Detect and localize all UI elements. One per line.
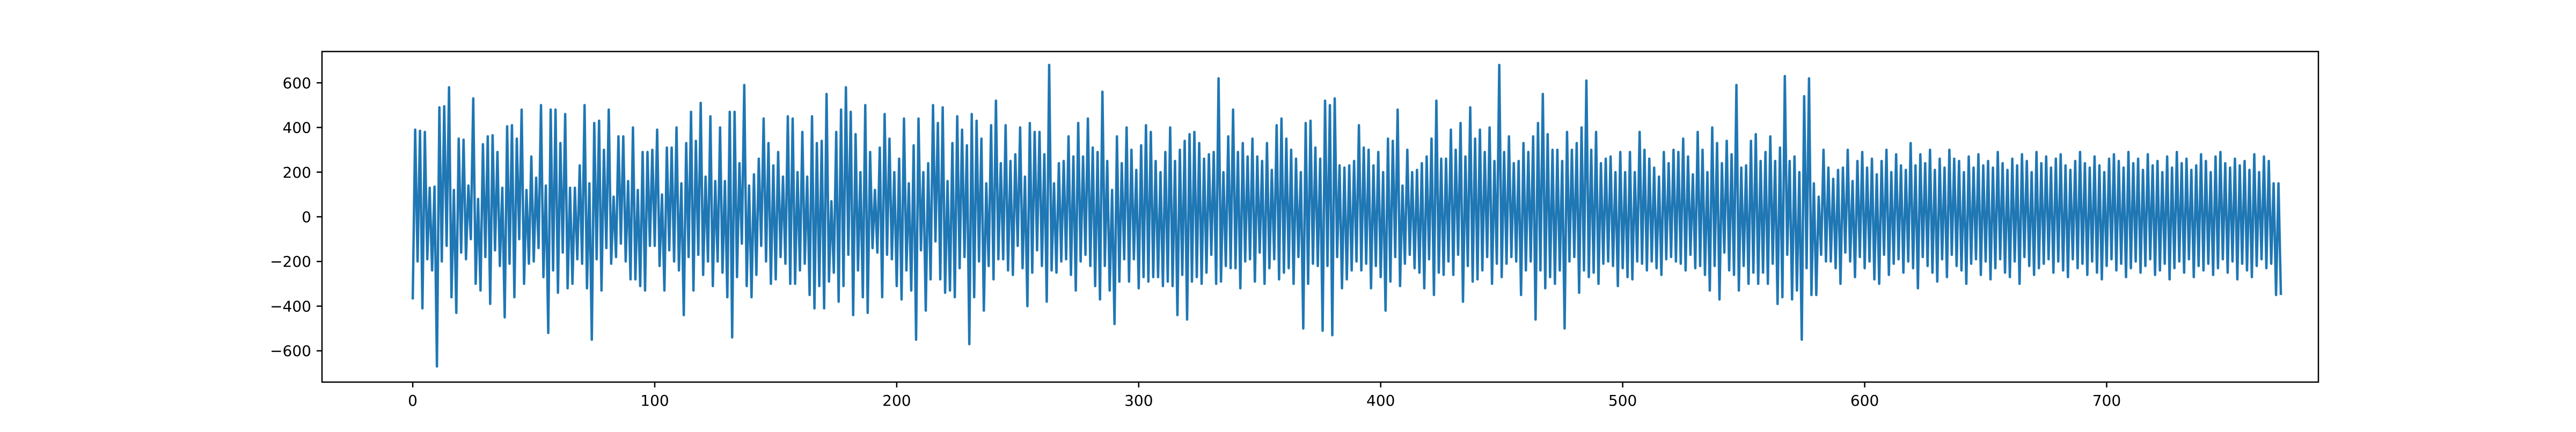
plot-area bbox=[411, 63, 2282, 368]
x-tick-label: 400 bbox=[1366, 392, 1395, 409]
x-tick-label: 600 bbox=[1850, 392, 1879, 409]
series-line-0 bbox=[411, 63, 2282, 368]
y-tick-label: −200 bbox=[270, 253, 311, 270]
y-tick-label: −600 bbox=[270, 342, 311, 360]
y-tick-label: 200 bbox=[283, 164, 311, 181]
axes-frame bbox=[321, 50, 2319, 383]
x-tick-label: 500 bbox=[1608, 392, 1637, 409]
x-tick-label: 700 bbox=[2092, 392, 2121, 409]
y-tick-label: 600 bbox=[283, 74, 311, 92]
y-tick-label: 0 bbox=[302, 208, 311, 226]
x-tick-label: 200 bbox=[882, 392, 911, 409]
x-tick-label: 0 bbox=[408, 392, 418, 409]
y-tick-label: −400 bbox=[270, 297, 311, 315]
x-tick-label: 300 bbox=[1124, 392, 1153, 409]
y-tick-label: 400 bbox=[283, 119, 311, 137]
x-tick-label: 100 bbox=[640, 392, 669, 409]
axis-ticks: 0 100 200 300 400 500 600 700 −600 −400 −200 0 200 40… bbox=[270, 74, 2121, 409]
